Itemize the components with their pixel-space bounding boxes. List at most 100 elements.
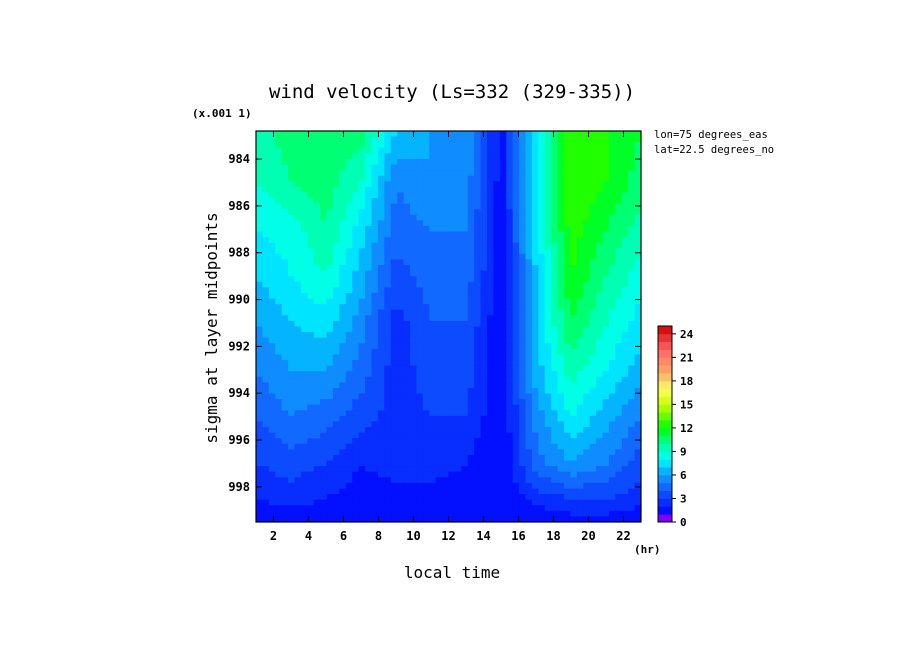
heatmap-cell bbox=[583, 454, 591, 462]
heatmap-cell bbox=[608, 265, 616, 272]
heatmap-cell bbox=[570, 270, 578, 277]
heatmap-cell bbox=[300, 203, 308, 210]
heatmap-cell bbox=[589, 259, 597, 266]
heatmap-cell bbox=[557, 220, 565, 227]
heatmap-cell bbox=[358, 214, 366, 221]
heatmap-cell bbox=[275, 410, 283, 417]
heatmap-cell bbox=[551, 298, 559, 305]
heatmap-cell bbox=[474, 332, 482, 339]
heatmap-cell bbox=[583, 488, 591, 495]
heatmap-cell bbox=[628, 192, 636, 199]
heatmap-cell bbox=[294, 292, 302, 300]
heatmap-cell bbox=[589, 471, 597, 478]
heatmap-cell bbox=[519, 270, 527, 277]
heatmap-cell bbox=[352, 443, 360, 450]
heatmap-cell bbox=[416, 505, 424, 512]
heatmap-cell bbox=[326, 326, 334, 333]
heatmap-cell bbox=[435, 147, 443, 154]
heatmap-cell bbox=[365, 164, 373, 171]
heatmap-cell bbox=[281, 158, 289, 166]
heatmap-cell bbox=[410, 153, 418, 160]
heatmap-cell bbox=[384, 259, 392, 266]
heatmap-cell bbox=[544, 265, 552, 272]
heatmap-cell bbox=[275, 220, 283, 227]
heatmap-cell bbox=[608, 471, 616, 478]
heatmap-cell bbox=[615, 332, 623, 339]
heatmap-cell bbox=[435, 427, 443, 434]
heatmap-cell bbox=[281, 432, 289, 439]
heatmap-cell bbox=[281, 259, 289, 266]
heatmap-cell bbox=[397, 371, 405, 378]
heatmap-cell bbox=[454, 281, 462, 288]
heatmap-cell bbox=[429, 354, 437, 361]
heatmap-cell bbox=[628, 237, 636, 244]
heatmap-cell bbox=[519, 203, 527, 210]
heatmap-cell bbox=[474, 136, 482, 143]
heatmap-cell bbox=[564, 298, 572, 305]
heatmap-cell bbox=[268, 365, 276, 372]
heatmap-cell bbox=[596, 281, 604, 288]
colorbar-tick-label: 12 bbox=[680, 422, 693, 435]
heatmap-cell bbox=[602, 371, 610, 378]
heatmap-cell bbox=[268, 337, 276, 344]
heatmap-cell bbox=[429, 477, 437, 484]
heatmap-cell bbox=[608, 147, 616, 154]
heatmap-cell bbox=[345, 427, 353, 434]
heatmap-cell bbox=[474, 158, 482, 166]
heatmap-cell bbox=[531, 136, 539, 143]
heatmap-cell bbox=[435, 376, 443, 383]
heatmap-cell bbox=[313, 203, 321, 210]
heatmap-cell bbox=[307, 516, 315, 522]
heatmap-cell bbox=[313, 499, 321, 506]
heatmap-cell bbox=[281, 421, 289, 428]
heatmap-cell bbox=[596, 393, 604, 400]
heatmap-cell bbox=[377, 443, 385, 450]
heatmap-cell bbox=[339, 337, 347, 344]
heatmap-cell bbox=[435, 259, 443, 266]
heatmap-cell bbox=[397, 259, 405, 266]
heatmap-cell bbox=[358, 482, 366, 490]
heatmap-cell bbox=[512, 421, 520, 428]
heatmap-cell bbox=[621, 209, 629, 216]
heatmap-cell bbox=[333, 225, 341, 233]
heatmap-cell bbox=[435, 471, 443, 478]
heatmap-cell bbox=[519, 516, 527, 522]
heatmap-cell bbox=[307, 292, 315, 300]
heatmap-cell bbox=[448, 516, 456, 522]
heatmap-cell bbox=[307, 360, 315, 367]
heatmap-cell bbox=[435, 153, 443, 160]
heatmap-cell bbox=[519, 142, 527, 149]
heatmap-cell bbox=[551, 494, 559, 501]
heatmap-cell bbox=[339, 466, 347, 473]
heatmap-cell bbox=[275, 432, 283, 439]
heatmap-cell bbox=[377, 466, 385, 473]
heatmap-cell bbox=[628, 265, 636, 272]
heatmap-cell bbox=[519, 170, 527, 177]
heatmap-cell bbox=[268, 304, 276, 311]
heatmap-cell bbox=[564, 454, 572, 462]
heatmap-cell bbox=[365, 158, 373, 166]
heatmap-cell bbox=[294, 415, 302, 423]
heatmap-cell bbox=[499, 276, 507, 283]
heatmap-cell bbox=[262, 365, 270, 372]
heatmap-cell bbox=[422, 471, 430, 478]
heatmap-cell bbox=[352, 298, 360, 305]
heatmap-cell bbox=[339, 482, 347, 490]
heatmap-cell bbox=[410, 382, 418, 389]
heatmap-cell bbox=[365, 136, 373, 143]
heatmap-cell bbox=[506, 326, 514, 333]
heatmap-cell bbox=[608, 432, 616, 439]
heatmap-cell bbox=[596, 471, 604, 478]
heatmap-cell bbox=[602, 237, 610, 244]
heatmap-cell bbox=[429, 237, 437, 244]
heatmap-cell bbox=[397, 466, 405, 473]
heatmap-cell bbox=[365, 231, 373, 238]
heatmap-cell bbox=[461, 421, 469, 428]
heatmap-cell bbox=[352, 348, 360, 356]
heatmap-cell bbox=[634, 153, 641, 160]
heatmap-cell bbox=[320, 181, 328, 188]
heatmap-cell bbox=[422, 393, 430, 400]
heatmap-cell bbox=[621, 376, 629, 383]
heatmap-cell bbox=[384, 270, 392, 277]
heatmap-cell bbox=[557, 482, 565, 490]
